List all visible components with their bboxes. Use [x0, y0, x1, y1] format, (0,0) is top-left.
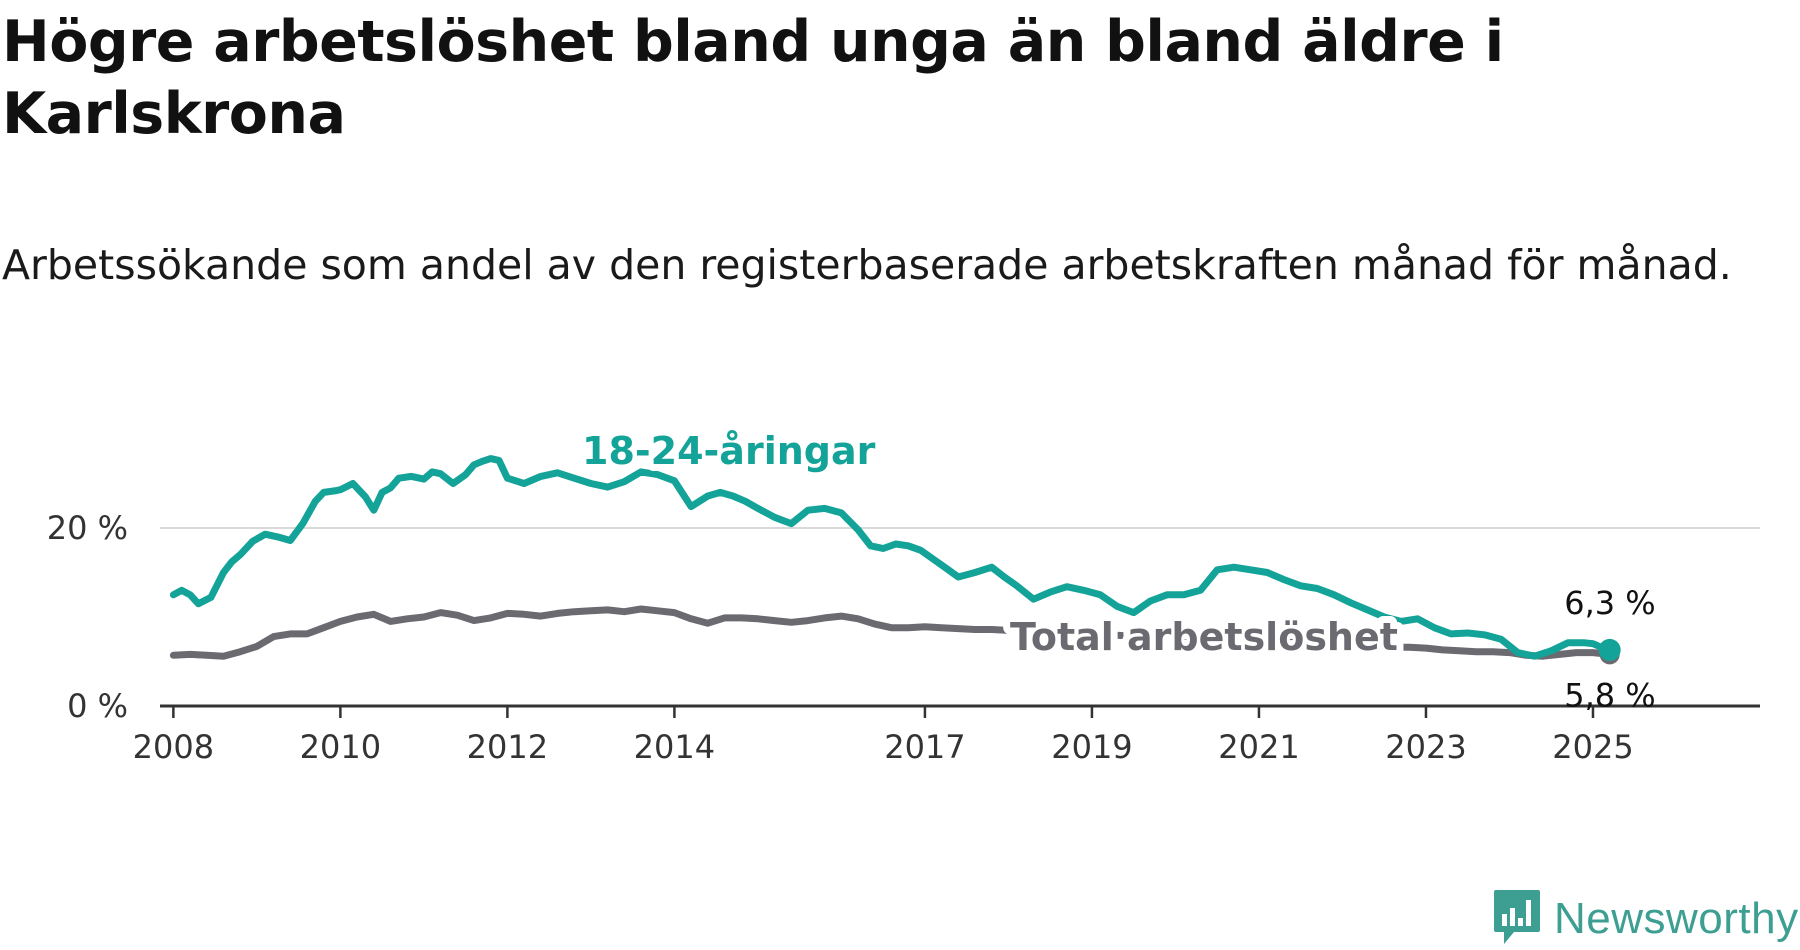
x-tick-label: 2019: [1051, 728, 1132, 766]
chart-subtitle: Arbetssökande som andel av den registerb…: [2, 241, 1732, 289]
series-label-youth: 18-24-åringar: [582, 429, 876, 473]
line-chart: 0 % 20 % 2008 2010 2012 2014 2017 2019 2021 2023…: [47, 422, 1760, 766]
end-label-youth: 6,3 %: [1564, 584, 1655, 622]
x-tick-label: 2021: [1218, 728, 1299, 766]
series-line-total: [169, 605, 1614, 660]
end-point-youth: [1598, 638, 1621, 661]
series-label-total: Total arbetslöshet: [1010, 615, 1398, 659]
x-axis: 2008 2010 2012 2014 2017 2019 2021 2023 2025: [133, 704, 1760, 766]
x-tick-label: 2025: [1552, 728, 1633, 766]
newsworthy-logo: Newsworthy: [1492, 888, 1799, 950]
newsworthy-logo-text: Newsworthy: [1554, 894, 1799, 943]
x-tick-label: 2023: [1385, 728, 1466, 766]
x-tick-label: 2008: [133, 728, 214, 766]
x-tick-label: 2017: [884, 728, 965, 766]
newsworthy-bar-chart-icon: [1492, 888, 1542, 950]
y-tick-label: 20 %: [47, 509, 128, 547]
series-layer: [169, 455, 1621, 665]
end-label-total: 5,8 %: [1564, 676, 1655, 714]
grid-layer: 0 % 20 %: [47, 509, 1760, 725]
x-tick-label: 2010: [300, 728, 381, 766]
x-tick-label: 2012: [467, 728, 548, 766]
chart-title: Högre arbetslöshet bland unga än bland ä…: [2, 9, 1504, 147]
x-tick-label: 2014: [634, 728, 715, 766]
y-tick-label: 0 %: [67, 687, 128, 725]
series-label-youth-halo: 18-24-åringar: [582, 429, 876, 473]
series-label-total-halo: Total arbetslöshet: [1010, 615, 1398, 659]
series-line-youth: [169, 455, 1614, 660]
